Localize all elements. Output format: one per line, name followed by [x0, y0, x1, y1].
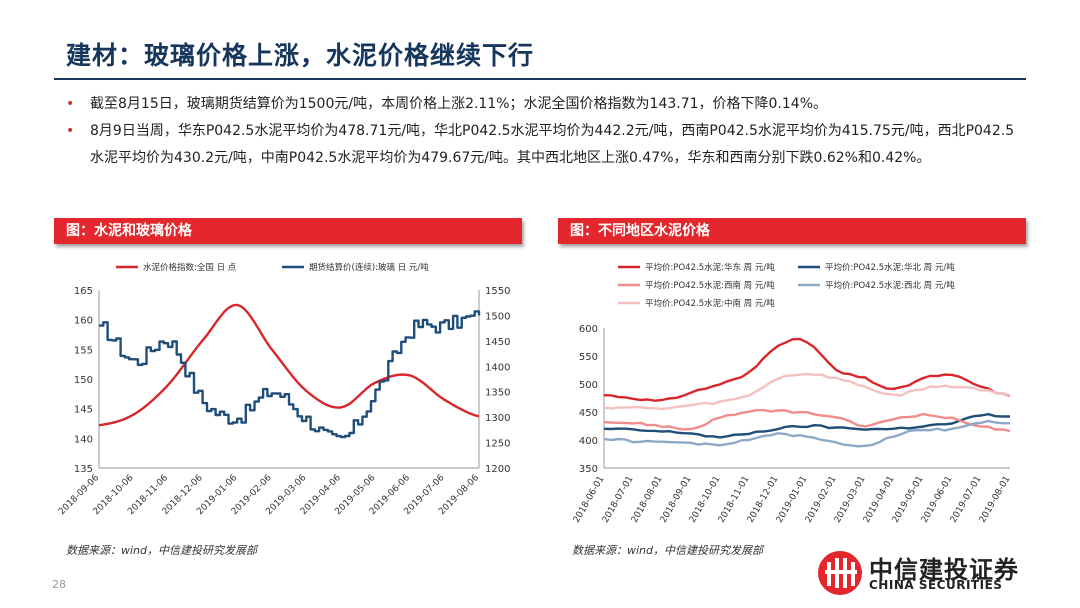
right-chart-svg: 平均价:PO42.5水泥:华东 周 元/吨 平均价:PO42.5水泥:华北 周 元… [572, 262, 1013, 525]
bullet-dot-icon: • [66, 123, 75, 139]
y-tick-label: 600 [579, 324, 598, 335]
legend-label: 平均价:PO42.5水泥:西北 周 元/吨 [825, 280, 955, 291]
legend-label: 平均价:PO42.5水泥:华东 周 元/吨 [645, 262, 775, 273]
title-divider [54, 78, 1026, 80]
bullet-item: • 截至8月15日，玻璃期货结算价为1500元/吨，本周价格上涨2.11%；水泥… [66, 91, 1026, 118]
page-title: 建材：玻璃价格上涨，水泥价格继续下行 [66, 41, 535, 70]
series-line [99, 310, 481, 439]
y-tick-label-left: 135 [74, 464, 93, 475]
page-number: 28 [52, 578, 66, 591]
citic-logo-icon [818, 551, 862, 595]
series-line [603, 419, 1010, 448]
y-tick-label-left: 155 [74, 345, 93, 356]
y-tick-label: 550 [579, 352, 598, 363]
series-line [603, 372, 1011, 411]
series-line [603, 413, 1010, 439]
y-tick-label-right: 1250 [485, 439, 510, 450]
legend-label: 平均价:PO42.5水泥:华北 周 元/吨 [825, 262, 955, 273]
bullet-dot-icon: • [66, 96, 75, 112]
legend-label: 平均价:PO42.5水泥:中南 周 元/吨 [645, 298, 775, 309]
bullet-text: 截至8月15日，玻璃期货结算价为1500元/吨，本周价格上涨2.11%；水泥全国… [90, 96, 828, 112]
y-tick-label-right: 1200 [485, 464, 510, 475]
y-tick-label-left: 140 [74, 434, 93, 445]
series-line [98, 303, 480, 427]
y-tick-label-right: 1300 [485, 413, 510, 424]
legend-label: 水泥价格指数:全国 日 点 [143, 262, 237, 273]
y-tick-label-right: 1500 [485, 311, 510, 322]
summary-bullets: • 截至8月15日，玻璃期货结算价为1500元/吨，本周价格上涨2.11%；水泥… [66, 91, 1026, 172]
y-tick-label-left: 150 [74, 375, 93, 386]
y-tick-label-left: 145 [74, 405, 93, 416]
series-line [603, 337, 1011, 402]
series-line [603, 408, 1011, 433]
bullet-item: • 8月9日当周，华东P042.5水泥平均价为478.71元/吨，华北P042.… [66, 118, 1026, 172]
logo-name-en: CHINA SECURITIES [869, 578, 1003, 592]
y-tick-label: 450 [579, 408, 598, 419]
bullet-text: 8月9日当周，华东P042.5水泥平均价为478.71元/吨，华北P042.5水… [90, 123, 1015, 166]
y-tick-label-left: 165 [74, 286, 93, 297]
left-figure-banner: 图：水泥和玻璃价格 [54, 218, 522, 244]
y-tick-label: 350 [579, 464, 598, 475]
right-source-note: 数据来源：wind，中信建投研究发展部 [572, 544, 764, 557]
right-figure-banner: 图：不同地区水泥价格 [558, 218, 1026, 244]
logo-name-cn: 中信建投证券 [869, 556, 1019, 584]
y-tick-label-right: 1450 [485, 337, 510, 348]
legend-label: 期货结算价(连续):玻璃 日 元/吨 [309, 262, 429, 273]
y-tick-label-left: 160 [74, 316, 93, 327]
y-tick-label-right: 1400 [485, 362, 510, 373]
y-tick-label: 400 [579, 436, 598, 447]
left-chart-svg: 水泥价格指数:全国 日 点 期货结算价(连续):玻璃 日 元/吨 135 140 145… [57, 262, 510, 517]
y-tick-label: 500 [579, 380, 598, 391]
right-chart: 平均价:PO42.5水泥:华东 周 元/吨 平均价:PO42.5水泥:华北 周 元… [558, 248, 1048, 542]
y-tick-label-right: 1350 [485, 388, 510, 399]
company-logo: 中信建投证券 CHINA SECURITIES [815, 548, 1040, 598]
left-chart: 水泥价格指数:全国 日 点 期货结算价(连续):玻璃 日 元/吨 135 140 145… [54, 248, 524, 542]
left-source-note: 数据来源：wind，中信建投研究发展部 [66, 544, 258, 557]
x-tick-label: 2019-08-01 [978, 475, 1013, 525]
y-tick-label-right: 1550 [485, 286, 510, 297]
legend-label: 平均价:PO42.5水泥:西南 周 元/吨 [645, 280, 775, 291]
